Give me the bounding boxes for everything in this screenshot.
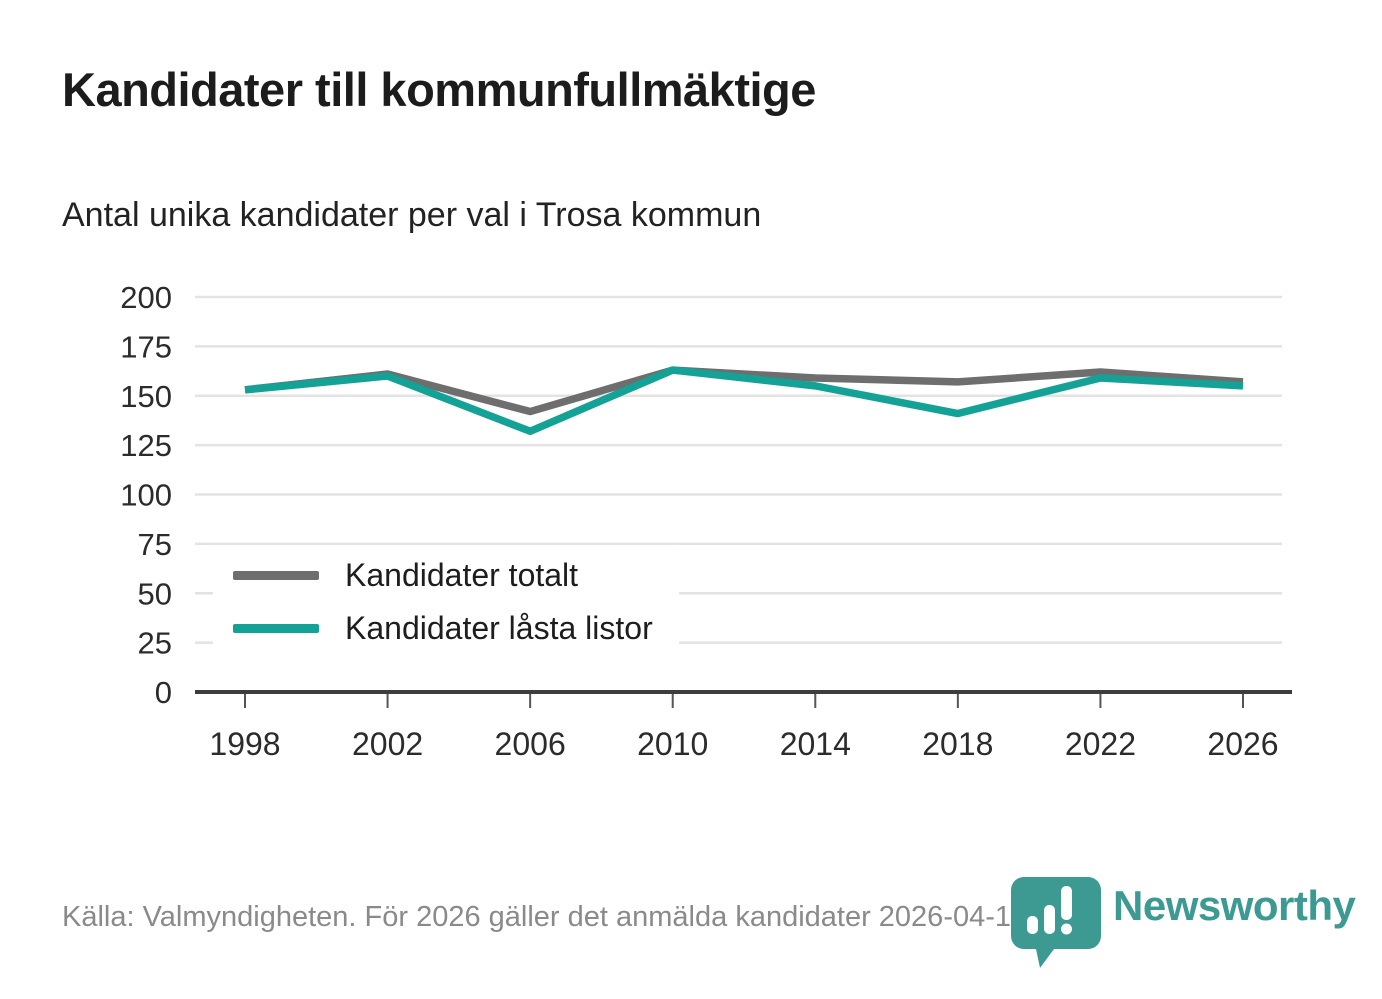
legend-swatch [233,624,319,633]
legend-item: Kandidater totalt [233,557,653,594]
x-tick-label: 2014 [780,726,851,762]
newsworthy-wordmark: Newsworthy [1113,882,1356,929]
x-tick-label: 2006 [495,726,566,762]
series-line [244,366,1244,436]
x-tick-label: 2002 [352,726,423,762]
x-tick-label: 2018 [922,726,993,762]
legend-swatch [233,571,319,580]
chart-subtitle: Antal unika kandidater per val i Trosa k… [62,196,762,234]
newsworthy-logo: Newsworthy [1010,876,1356,986]
logo-bar-small [1027,916,1038,934]
y-tick-label: 100 [120,478,172,513]
y-tick-label: 75 [138,527,172,562]
logo-bubble-shape [1011,877,1101,968]
y-tick-label: 200 [120,280,172,315]
legend-label: Kandidater totalt [345,557,579,593]
legend-label: Kandidater låsta listor [345,610,653,646]
x-tick-label: 2022 [1065,726,1136,762]
y-tick-label: 125 [120,428,172,463]
chart-legend: Kandidater totalt Kandidater låsta listor [213,545,679,661]
x-tick-label: 1998 [209,726,280,762]
newsworthy-logo-icon [1011,877,1101,968]
series-line [244,366,1244,416]
source-note: Källa: Valmyndigheten. För 2026 gäller d… [62,901,1036,933]
y-tick-label: 0 [155,675,172,710]
chart-title: Kandidater till kommunfullmäktige [62,63,816,116]
y-tick-label: 50 [138,576,172,611]
x-tick-label: 2010 [637,726,708,762]
legend-item: Kandidater låsta listor [233,610,653,647]
logo-exclamation-bar [1061,886,1072,920]
logo-bar-medium [1044,905,1055,934]
x-tick-label: 2026 [1207,726,1278,762]
y-tick-label: 150 [120,379,172,414]
logo-exclamation-dot [1061,923,1072,935]
y-tick-label: 175 [120,329,172,364]
y-tick-label: 25 [138,626,172,661]
